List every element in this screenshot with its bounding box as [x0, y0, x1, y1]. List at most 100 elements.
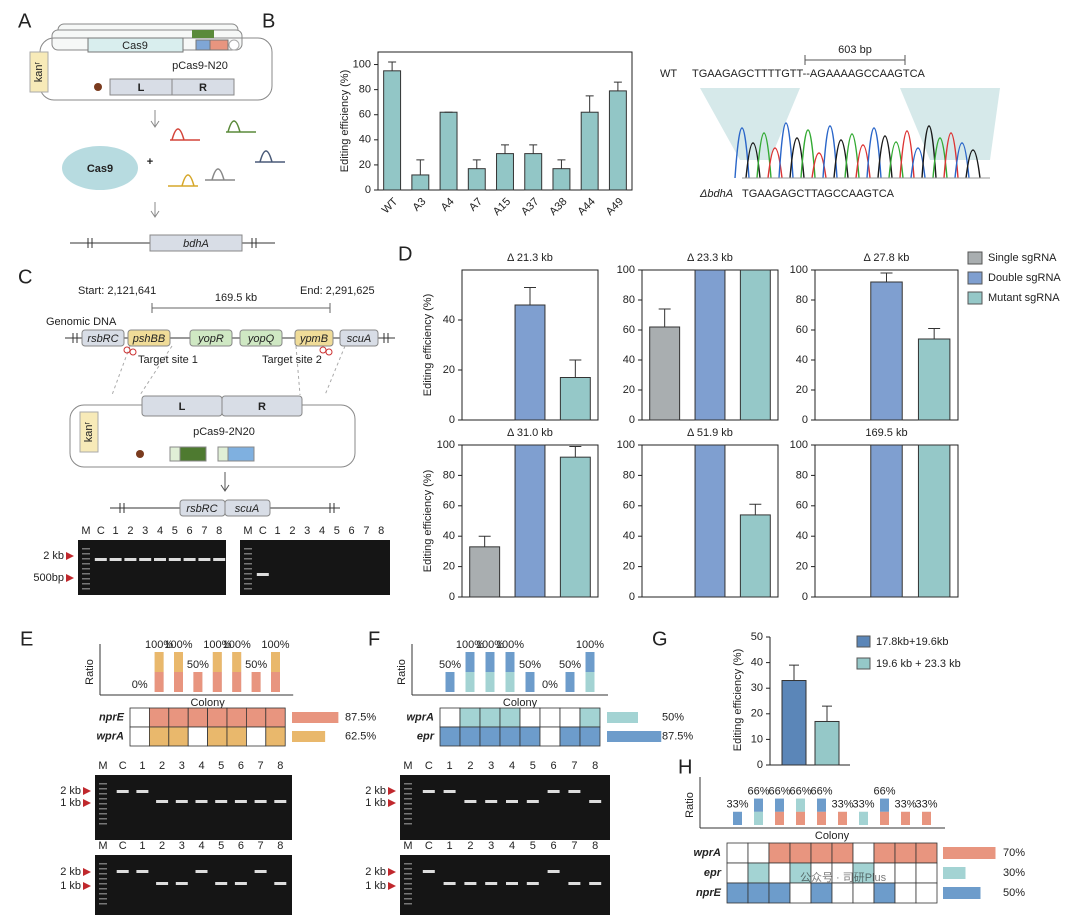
- x-tick-label: A4: [439, 196, 457, 214]
- ratio-label: 66%: [810, 786, 832, 798]
- seq-label: WT: [660, 68, 677, 80]
- y-tick-label: 30: [751, 682, 763, 694]
- band: [124, 558, 137, 561]
- ratio-segment: [154, 652, 164, 672]
- y-tick-label: 0: [802, 591, 808, 603]
- lane-label: 2: [467, 760, 473, 772]
- percent-bar: [607, 712, 638, 723]
- grid-cell: [915, 842, 938, 864]
- ratio-label: 100%: [261, 639, 289, 651]
- grid-cell: [789, 842, 812, 864]
- chromatogram-peak: [844, 133, 860, 179]
- y-axis-label: Editing efficiency (%): [422, 294, 434, 397]
- grid-cell: [915, 882, 938, 904]
- lane-label: 2: [159, 760, 165, 772]
- grid-cell: [789, 882, 812, 904]
- grid-cell: [747, 842, 770, 864]
- ratio-segment: [271, 672, 280, 692]
- bar: [814, 720, 840, 766]
- band: [183, 558, 196, 561]
- grid-cell: [852, 842, 875, 864]
- ratio-segment: [485, 672, 495, 692]
- bar: [649, 326, 681, 421]
- ladder-band: [99, 903, 107, 905]
- target-label: Target site 2: [262, 354, 322, 366]
- panel-c-drawing: [65, 303, 395, 517]
- marker-arrow: [83, 882, 91, 890]
- row-label: nprE: [99, 711, 125, 723]
- row-label: epr: [417, 730, 435, 742]
- ratio-segment: [485, 652, 495, 672]
- band: [589, 882, 602, 885]
- panel-label: E: [20, 628, 33, 650]
- ladder-band: [82, 583, 90, 585]
- y-tick-label: 20: [359, 159, 371, 171]
- marker-label: 2 kb: [43, 550, 64, 562]
- sequence: TGAAGAGCTTAGCCAAGTCA: [742, 188, 895, 200]
- marker-arrow: [388, 799, 396, 807]
- grid-cell: [559, 726, 581, 747]
- panel-label: C: [18, 266, 32, 288]
- ladder-band: [99, 878, 107, 880]
- lane-label: 8: [378, 525, 384, 537]
- grid-cell: [747, 882, 770, 904]
- grid-cell: [873, 882, 896, 904]
- y-tick-label: 20: [751, 708, 763, 720]
- gene-label: kanʳ: [33, 61, 45, 82]
- percent-label: 50%: [662, 711, 684, 723]
- band: [234, 800, 247, 803]
- ratio-label: 66%: [873, 786, 895, 798]
- panel-label: H: [678, 756, 692, 778]
- panel-title: Δ 21.3 kb: [507, 252, 553, 264]
- lane-label: 7: [571, 760, 577, 772]
- ratio-segment: [174, 672, 183, 692]
- gel: [95, 775, 292, 840]
- ladder-band: [244, 578, 252, 580]
- lane-label: 1: [139, 840, 145, 852]
- ladder-band: [404, 893, 412, 895]
- gene-label: rsbRC: [87, 333, 118, 345]
- ratio-segment: [796, 798, 805, 812]
- grid-cell: [726, 862, 749, 884]
- bar: [694, 269, 726, 421]
- grid-cell: [265, 707, 286, 728]
- lane-label: C: [425, 760, 433, 772]
- gene-label: yopQ: [247, 333, 275, 345]
- percent-bar: [607, 731, 662, 742]
- lane-label: 3: [179, 760, 185, 772]
- ratio-label: 50%: [519, 659, 541, 671]
- gel: [95, 855, 292, 915]
- marker-label: 2 kb: [365, 785, 386, 797]
- y-tick-label: 20: [796, 561, 808, 573]
- ratio-label: 100%: [223, 639, 251, 651]
- plasmid-name: pCas9-2N20: [193, 426, 255, 438]
- ratio-label: 50%: [245, 659, 267, 671]
- band: [589, 800, 602, 803]
- bar: [580, 111, 599, 191]
- panel-title: Δ 31.0 kb: [507, 427, 553, 439]
- ladder-band: [82, 588, 90, 590]
- band: [526, 882, 539, 885]
- band: [254, 870, 267, 873]
- ladder-band: [404, 898, 412, 900]
- band: [568, 790, 581, 793]
- y-tick-label: 10: [751, 733, 763, 745]
- ladder-band: [404, 813, 412, 815]
- ratio-segment: [880, 798, 889, 812]
- plasmid-name: pCas9-N20: [172, 60, 228, 72]
- chromatogram-peak: [778, 122, 794, 179]
- bar: [739, 514, 771, 598]
- band: [547, 790, 560, 793]
- bar: [514, 444, 546, 598]
- grid-cell: [726, 842, 749, 864]
- lane-label: 4: [509, 840, 515, 852]
- seq-label: ΔbdhA: [699, 188, 733, 200]
- y-tick-label: 60: [359, 109, 371, 121]
- marker-arrow: [66, 552, 74, 560]
- row-label: wprA: [97, 730, 125, 742]
- ladder-band: [99, 808, 107, 810]
- band: [154, 558, 166, 561]
- grid-cell: [499, 726, 521, 747]
- y-tick-label: 80: [623, 469, 635, 481]
- axis-label: Colony: [815, 830, 850, 842]
